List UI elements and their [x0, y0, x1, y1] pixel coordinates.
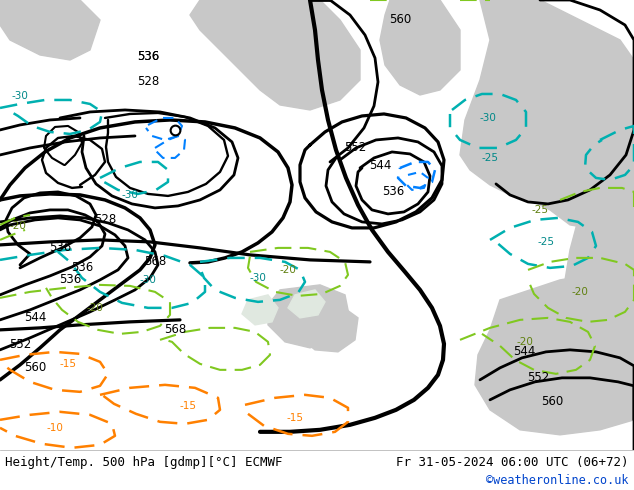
- Text: 536: 536: [137, 50, 159, 64]
- Text: -10: -10: [46, 423, 63, 433]
- Text: 560: 560: [541, 395, 563, 408]
- Text: -30: -30: [139, 275, 157, 285]
- Text: -25: -25: [531, 205, 548, 215]
- Text: 528: 528: [94, 214, 116, 226]
- Polygon shape: [242, 295, 278, 325]
- Polygon shape: [300, 305, 358, 352]
- Polygon shape: [460, 0, 634, 230]
- Text: 560: 560: [24, 361, 46, 374]
- Text: 544: 544: [24, 311, 46, 324]
- Text: 536: 536: [137, 50, 159, 64]
- Text: -15: -15: [60, 359, 77, 369]
- Text: 552: 552: [9, 339, 31, 351]
- Polygon shape: [268, 285, 350, 348]
- Text: -20: -20: [10, 221, 27, 231]
- Text: -30: -30: [250, 273, 266, 283]
- Text: -20: -20: [87, 303, 103, 313]
- Text: 544: 544: [513, 345, 535, 358]
- Text: 528: 528: [137, 75, 159, 89]
- Text: -30: -30: [479, 113, 496, 123]
- Text: -15: -15: [287, 413, 304, 423]
- Polygon shape: [380, 0, 460, 95]
- Text: 536: 536: [49, 242, 71, 254]
- Text: Height/Temp. 500 hPa [gdmp][°C] ECMWF: Height/Temp. 500 hPa [gdmp][°C] ECMWF: [5, 456, 283, 469]
- Text: ©weatheronline.co.uk: ©weatheronline.co.uk: [486, 474, 629, 487]
- Text: 552: 552: [344, 142, 366, 154]
- Text: -20: -20: [517, 337, 533, 347]
- Text: -15: -15: [179, 401, 197, 411]
- Text: 544: 544: [369, 159, 391, 172]
- Text: 568: 568: [164, 323, 186, 336]
- Polygon shape: [475, 265, 634, 435]
- Text: 536: 536: [71, 261, 93, 274]
- Text: -30: -30: [11, 91, 29, 101]
- Polygon shape: [0, 0, 100, 60]
- Text: Fr 31-05-2024 06:00 UTC (06+72): Fr 31-05-2024 06:00 UTC (06+72): [396, 456, 629, 469]
- Polygon shape: [565, 200, 634, 360]
- Text: -30: -30: [122, 190, 138, 200]
- Text: 536: 536: [59, 273, 81, 286]
- Text: -20: -20: [280, 265, 297, 275]
- Text: 568: 568: [144, 255, 166, 269]
- Text: 536: 536: [382, 185, 404, 198]
- Polygon shape: [288, 290, 325, 318]
- Text: -20: -20: [572, 287, 588, 297]
- Text: 552: 552: [527, 371, 549, 384]
- Text: -25: -25: [481, 153, 498, 163]
- Text: -25: -25: [538, 237, 555, 247]
- Polygon shape: [190, 0, 360, 110]
- Text: 560: 560: [389, 14, 411, 26]
